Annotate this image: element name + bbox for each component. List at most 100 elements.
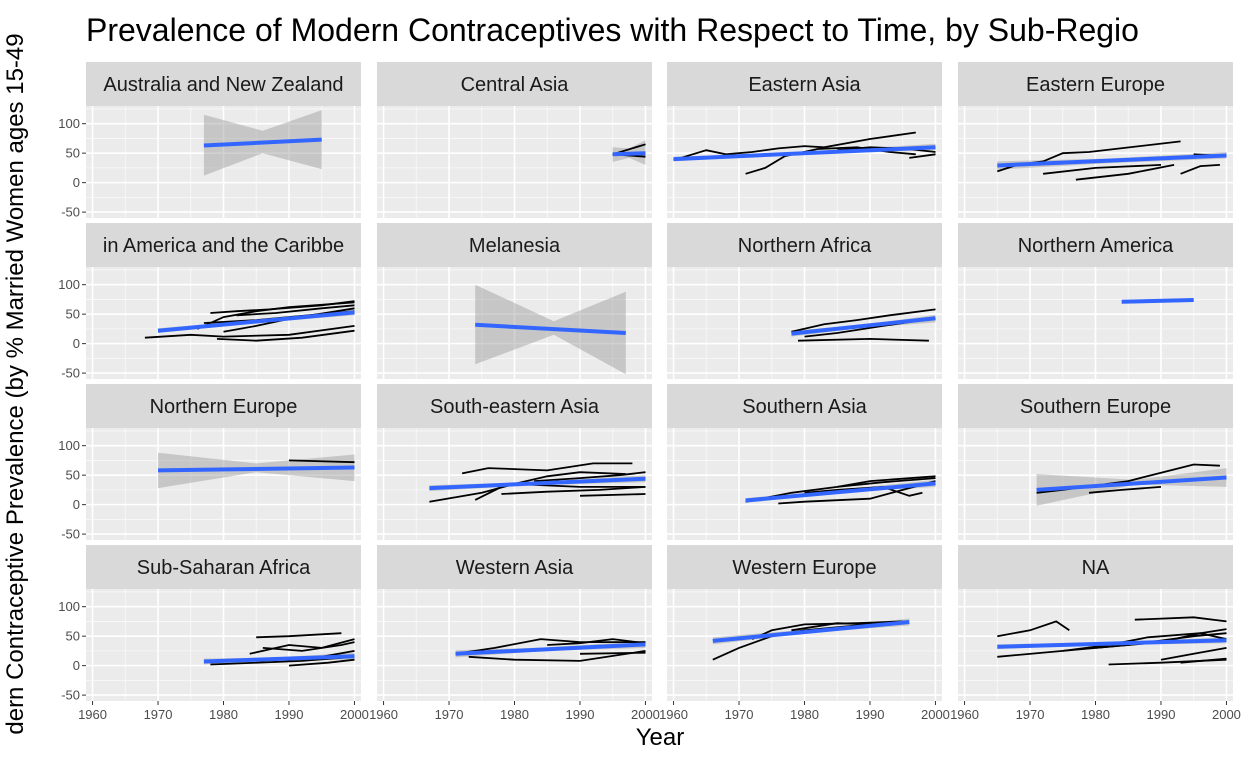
x-tick-label: 1970 bbox=[144, 707, 173, 722]
panel-plot-area bbox=[377, 106, 652, 218]
facet-strip bbox=[86, 545, 361, 589]
x-tick-label: 2000 bbox=[1212, 707, 1241, 722]
country-series-line bbox=[236, 304, 355, 317]
country-series-line bbox=[216, 329, 355, 342]
y-tick-label: 0 bbox=[73, 175, 80, 190]
panel-plot-area bbox=[667, 106, 942, 218]
y-tick-label: 100 bbox=[58, 438, 80, 453]
facet-panel: Southern Europe bbox=[958, 384, 1233, 540]
facet-panel: Eastern Europe bbox=[958, 62, 1233, 218]
country-series-line bbox=[1088, 486, 1162, 494]
facet-strip-label: Sub-Saharan Africa bbox=[137, 557, 311, 579]
y-tick-label: 0 bbox=[73, 658, 80, 673]
facet-strip-label: Eastern Asia bbox=[748, 74, 861, 96]
country-series-line bbox=[1075, 164, 1175, 181]
trend-line bbox=[1036, 475, 1227, 492]
facet-panel: Melanesia bbox=[377, 223, 652, 379]
facet-strip-label: Northern America bbox=[1018, 235, 1174, 257]
country-series-line bbox=[797, 337, 929, 342]
facet-strip bbox=[86, 62, 361, 106]
y-tick-label: -50 bbox=[61, 527, 80, 542]
country-series-line bbox=[288, 658, 355, 667]
y-tick-label: 50 bbox=[66, 146, 80, 161]
facet-strip bbox=[86, 384, 361, 428]
country-series-line bbox=[1042, 164, 1162, 175]
panel-plot-area bbox=[667, 589, 942, 701]
panel-plot-area bbox=[86, 267, 361, 379]
panel-plot-area bbox=[86, 106, 361, 218]
facet-strip-label: Melanesia bbox=[469, 235, 561, 257]
facet-strip bbox=[958, 223, 1233, 267]
facet-strip bbox=[377, 62, 652, 106]
y-tick-label: 100 bbox=[58, 599, 80, 614]
country-series-line bbox=[751, 620, 903, 640]
x-tick-label: 1990 bbox=[856, 707, 885, 722]
x-tick-label: 1960 bbox=[369, 707, 398, 722]
facet-strip-label: Australia and New Zealand bbox=[103, 74, 343, 96]
country-series-line bbox=[1036, 463, 1220, 494]
country-series-line bbox=[256, 632, 342, 639]
facet-strip bbox=[667, 223, 942, 267]
facet-strip bbox=[377, 545, 652, 589]
x-tick-label: 1970 bbox=[1016, 707, 1045, 722]
facet-panel: Sub-Saharan Africa -50 0 50 100 1960 1970 1980 1… bbox=[58, 545, 369, 722]
facet-strip-label: Northern Africa bbox=[738, 235, 872, 257]
facet-panel: NA 1960 1970 1980 1990 2000 bbox=[950, 545, 1241, 722]
country-series-line bbox=[791, 622, 871, 632]
facet-strip-label: South-eastern Asia bbox=[430, 396, 600, 418]
country-series-line bbox=[547, 638, 646, 646]
country-series-line bbox=[579, 493, 646, 497]
x-tick-label: 1990 bbox=[1147, 707, 1176, 722]
facet-strip-label: Southern Asia bbox=[742, 396, 867, 418]
facet-strip-label: Central Asia bbox=[461, 74, 570, 96]
country-series-line bbox=[1134, 616, 1227, 623]
country-series-line bbox=[791, 308, 936, 333]
facet-strip-label: Southern Europe bbox=[1020, 396, 1171, 418]
y-tick-label: 100 bbox=[58, 116, 80, 131]
y-tick-label: -50 bbox=[61, 688, 80, 703]
country-series-line bbox=[673, 131, 916, 162]
trend-line bbox=[203, 654, 355, 664]
country-series-line bbox=[249, 638, 355, 655]
y-tick-label: 50 bbox=[66, 629, 80, 644]
country-series-line bbox=[474, 471, 626, 501]
trend-line bbox=[1121, 298, 1194, 304]
trend-line bbox=[997, 153, 1227, 168]
x-tick-label: 2000 bbox=[631, 707, 660, 722]
country-series-line bbox=[837, 477, 936, 488]
facet-strip bbox=[958, 545, 1233, 589]
y-tick-label: 100 bbox=[58, 277, 80, 292]
country-series-line bbox=[1180, 657, 1227, 664]
trend-line bbox=[673, 145, 936, 162]
x-tick-label: 1990 bbox=[275, 707, 304, 722]
country-series-line bbox=[455, 638, 646, 655]
x-tick-label: 1980 bbox=[790, 707, 819, 722]
panel-plot-area bbox=[377, 428, 652, 540]
trend-line bbox=[429, 476, 646, 491]
chart-title: Prevalence of Modern Contraceptives with… bbox=[86, 12, 1139, 48]
facet-panel: Northern Africa bbox=[667, 223, 942, 379]
x-tick-label: 2000 bbox=[340, 707, 369, 722]
country-series-line bbox=[1160, 647, 1227, 661]
country-series-line bbox=[210, 300, 355, 314]
panel-plot-area bbox=[377, 589, 652, 701]
facet-panel: Northern America bbox=[958, 223, 1233, 379]
trend-line bbox=[475, 322, 626, 335]
country-series-line bbox=[468, 650, 646, 662]
trend-line bbox=[997, 638, 1227, 649]
facet-strip-label: in America and the Caribbe bbox=[103, 235, 344, 257]
trend-line bbox=[791, 316, 936, 336]
country-series-line bbox=[909, 153, 936, 159]
panel-plot-area bbox=[958, 267, 1233, 379]
panel-plot-area bbox=[958, 106, 1233, 218]
country-series-line bbox=[1062, 632, 1227, 652]
country-series-line bbox=[534, 471, 646, 482]
x-tick-label: 1970 bbox=[435, 707, 464, 722]
y-tick-label: -50 bbox=[61, 205, 80, 220]
trend-line bbox=[745, 481, 936, 503]
trend-line bbox=[712, 620, 910, 643]
facet-panel: Eastern Asia bbox=[667, 62, 942, 218]
panel-plot-area bbox=[958, 428, 1233, 540]
facet-strip bbox=[958, 62, 1233, 106]
